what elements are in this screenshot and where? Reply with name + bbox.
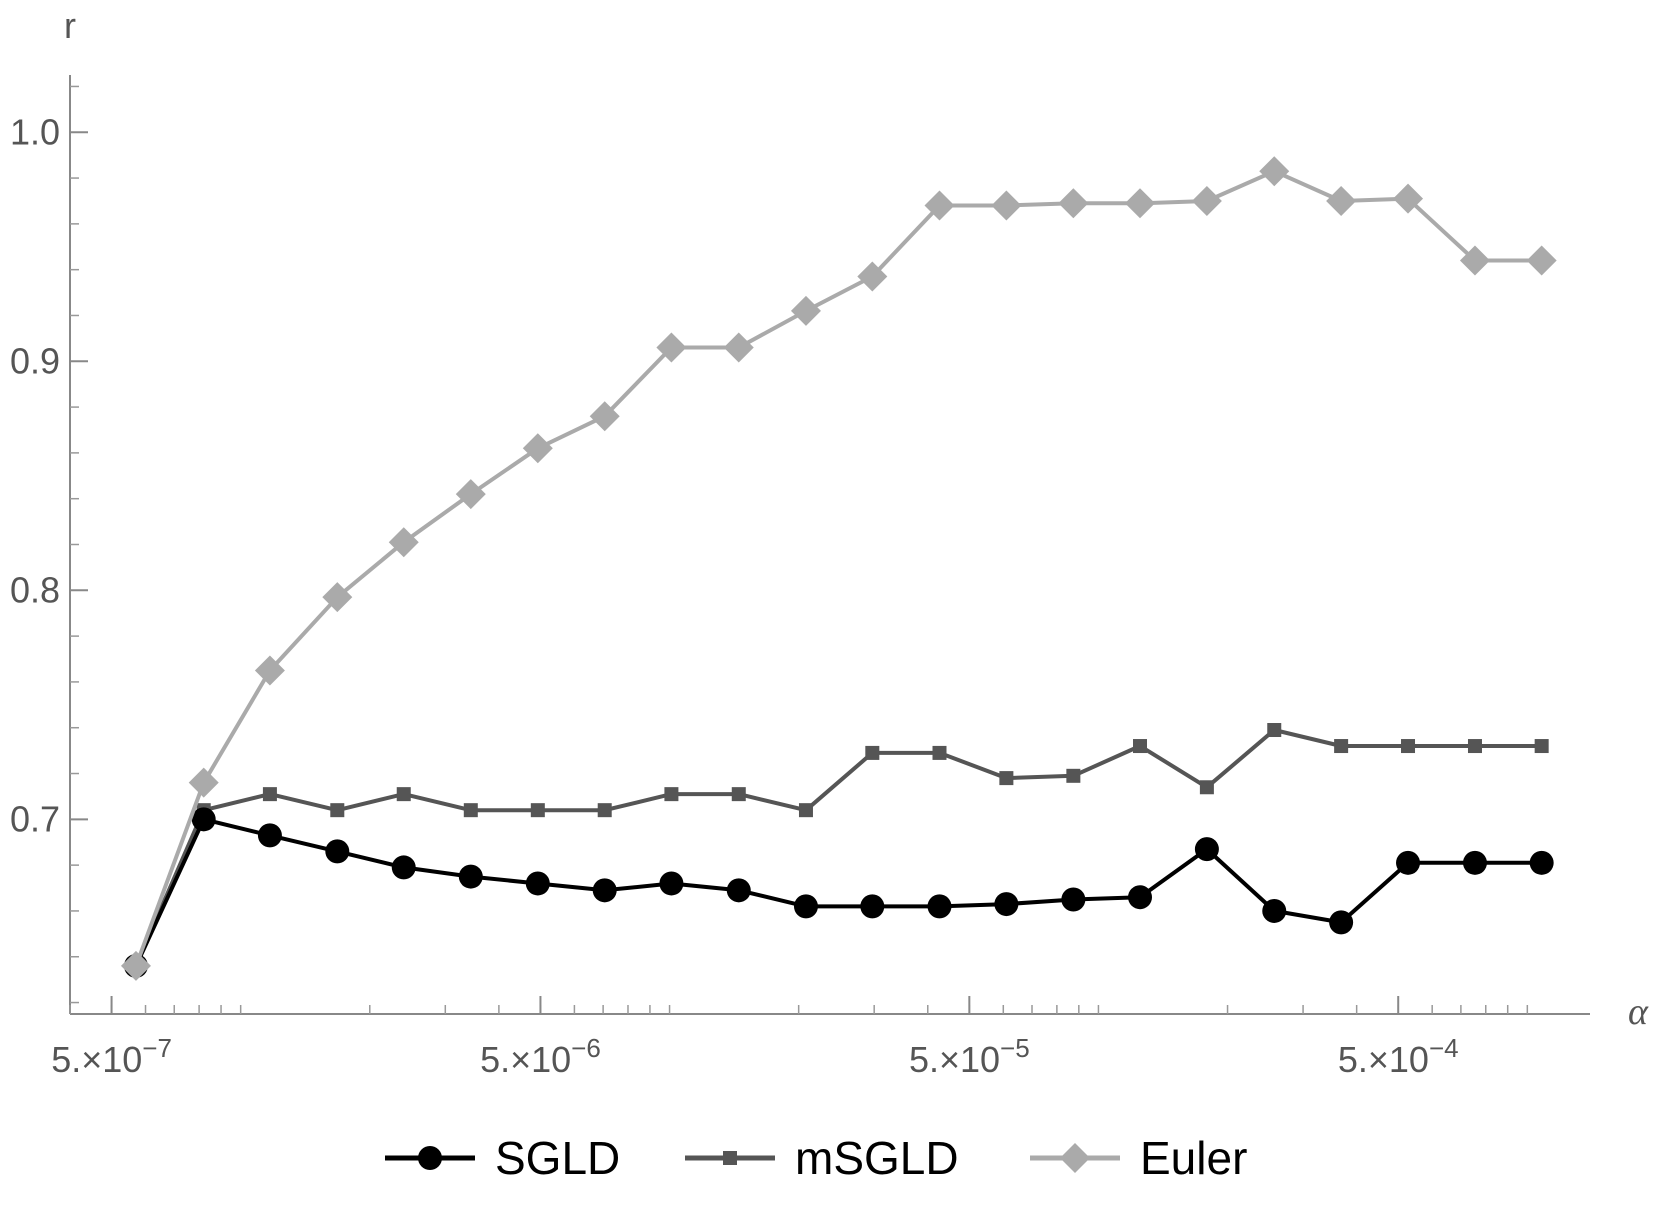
data-point-euler <box>1259 156 1290 187</box>
plot-series <box>120 156 1557 981</box>
data-point-euler <box>1393 183 1424 214</box>
legend-swatch-marker <box>723 1151 737 1165</box>
legend-item-euler: Euler <box>1030 1132 1247 1184</box>
legend: SGLD mSGLD Euler <box>385 1132 1247 1184</box>
data-point-euler <box>188 767 219 798</box>
data-point-sgld <box>1128 885 1153 910</box>
data-point-msgld <box>396 787 411 802</box>
data-point-euler <box>991 190 1022 221</box>
data-point-msgld <box>1066 768 1081 783</box>
data-point-sgld <box>391 855 416 880</box>
data-point-euler <box>589 401 620 432</box>
data-point-sgld <box>927 894 952 919</box>
data-point-euler <box>924 190 955 221</box>
data-point-msgld <box>1199 780 1214 795</box>
legend-label: Euler <box>1140 1132 1247 1184</box>
data-point-euler <box>254 655 285 686</box>
data-point-msgld <box>530 803 545 818</box>
x-tick-label: 5.×10−4 <box>1338 1033 1459 1080</box>
legend-swatch-marker <box>418 1146 442 1170</box>
series-line-sgld <box>134 817 1542 967</box>
y-tick-label: 0.8 <box>10 569 60 610</box>
data-point-sgld <box>1396 850 1421 875</box>
data-point-msgld <box>731 787 746 802</box>
data-point-sgld <box>659 871 684 896</box>
data-point-msgld <box>463 803 478 818</box>
data-point-sgld <box>793 894 818 919</box>
data-point-msgld <box>1401 739 1416 754</box>
data-point-sgld <box>1529 850 1554 875</box>
data-point-euler <box>1326 185 1357 216</box>
y-ticks: 0.7 0.8 0.9 1.0 <box>10 85 88 1004</box>
data-point-sgld <box>1262 898 1287 923</box>
x-tick-label: 5.×10−6 <box>480 1033 601 1080</box>
data-point-msgld <box>262 787 277 802</box>
data-point-sgld <box>860 894 885 919</box>
data-point-euler <box>1191 185 1222 216</box>
data-point-msgld <box>330 803 345 818</box>
data-point-euler <box>455 479 486 510</box>
data-point-sgld <box>994 892 1019 917</box>
data-point-euler <box>522 433 553 464</box>
data-point-msgld <box>664 787 679 802</box>
y-tick-label: 0.9 <box>10 340 60 381</box>
data-point-euler <box>388 527 419 558</box>
legend-item-msgld: mSGLD <box>685 1132 959 1184</box>
legend-item-sgld: SGLD <box>385 1132 620 1184</box>
legend-label: mSGLD <box>795 1132 959 1184</box>
data-point-msgld <box>798 803 813 818</box>
axes: 5.×10−7 5.×10−6 5.×10−5 5.×10−4 0.7 0.8 0.9 1.… <box>10 75 1590 1080</box>
data-point-euler <box>723 332 754 363</box>
data-point-sgld <box>1329 910 1354 935</box>
data-point-sgld <box>592 878 617 903</box>
data-point-sgld <box>191 807 216 832</box>
data-point-sgld <box>1194 837 1219 862</box>
x-tick-label: 5.×10−5 <box>909 1033 1030 1080</box>
data-point-msgld <box>1467 739 1482 754</box>
series-sgld <box>123 807 1554 978</box>
data-point-msgld <box>865 745 880 760</box>
legend-label: SGLD <box>495 1132 620 1184</box>
data-point-sgld <box>458 864 483 889</box>
data-point-euler <box>1058 188 1089 219</box>
data-point-msgld <box>1133 739 1148 754</box>
series-msgld <box>128 723 1549 973</box>
y-tick-label: 0.7 <box>10 798 60 839</box>
data-point-sgld <box>1061 887 1086 912</box>
series-euler <box>120 156 1557 981</box>
x-ticks: 5.×10−7 5.×10−6 5.×10−5 5.×10−4 <box>51 996 1529 1080</box>
data-point-msgld <box>1334 739 1349 754</box>
data-point-euler <box>790 295 821 326</box>
data-point-msgld <box>932 745 947 760</box>
data-point-euler <box>1526 245 1557 276</box>
data-point-sgld <box>525 871 550 896</box>
x-tick-label: 5.×10−7 <box>51 1033 172 1080</box>
y-axis-title: r <box>64 5 76 46</box>
data-point-euler <box>120 950 151 981</box>
data-point-msgld <box>999 771 1014 786</box>
data-point-msgld <box>597 803 612 818</box>
data-point-sgld <box>726 878 751 903</box>
data-point-euler <box>1125 188 1156 219</box>
series-line-euler <box>134 169 1542 967</box>
legend-swatch-marker <box>1060 1143 1090 1173</box>
x-axis-title: α <box>1628 991 1649 1033</box>
series-line-msgld <box>134 728 1542 967</box>
data-point-euler <box>1459 245 1490 276</box>
data-point-msgld <box>1534 739 1549 754</box>
data-point-sgld <box>325 839 350 864</box>
data-point-euler <box>322 582 353 613</box>
y-tick-label: 1.0 <box>10 111 60 152</box>
data-point-msgld <box>1267 723 1282 738</box>
data-point-euler <box>857 261 888 292</box>
data-point-euler <box>656 332 687 363</box>
data-point-sgld <box>1462 850 1487 875</box>
data-point-sgld <box>257 823 282 848</box>
